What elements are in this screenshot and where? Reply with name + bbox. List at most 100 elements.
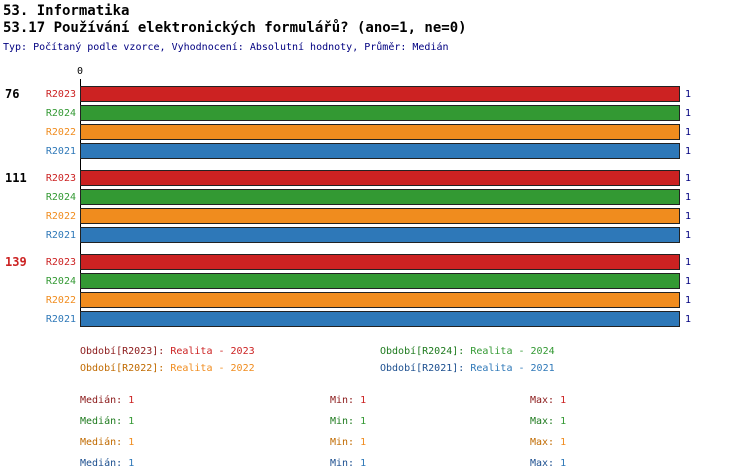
stat-label: Max: bbox=[530, 416, 555, 427]
stats-row: Medián: 1 Min: 1 Max: 1 bbox=[80, 453, 566, 474]
bar-row: R2021 1 bbox=[0, 311, 691, 327]
stat-label: Min: bbox=[330, 416, 355, 427]
bar bbox=[80, 170, 680, 186]
bar-row: 139 R2023 1 bbox=[0, 254, 691, 270]
bar-value-label: 1 bbox=[685, 145, 692, 157]
series-label: R2021 bbox=[45, 313, 76, 325]
bar-value-label: 1 bbox=[685, 294, 692, 306]
legend-value: Realita - 2022 bbox=[170, 363, 255, 374]
stat-value: 1 bbox=[560, 458, 567, 469]
stat-value: 1 bbox=[360, 416, 367, 427]
stats-block: Medián: 1 Min: 1 Max: 1 Medián: 1 Min: 1… bbox=[80, 390, 566, 474]
bar-track bbox=[80, 170, 680, 186]
legend-row: Období[R2023]: Realita - 2023 Období[R20… bbox=[80, 343, 555, 360]
series-label: R2024 bbox=[45, 191, 76, 203]
legend-item: Období[R2024]: Realita - 2024 bbox=[380, 346, 555, 357]
bar bbox=[80, 292, 680, 308]
stat-median: Medián: 1 bbox=[80, 416, 330, 427]
bar bbox=[80, 311, 680, 327]
stat-label: Max: bbox=[530, 437, 555, 448]
bar-track bbox=[80, 311, 680, 327]
stat-label: Max: bbox=[530, 395, 555, 406]
question-title: 53.17 Používání elektronických formulářů… bbox=[3, 20, 467, 36]
bar-value-label: 1 bbox=[685, 313, 692, 325]
bar-row: R2024 1 bbox=[0, 189, 691, 205]
stat-max: Max: 1 bbox=[530, 416, 566, 427]
bar bbox=[80, 86, 680, 102]
legend-value: Realita - 2024 bbox=[470, 346, 555, 357]
bar-track bbox=[80, 273, 680, 289]
bar-group: 111 R2023 1 R2024 1 R2022 1 R2021 bbox=[0, 170, 691, 243]
stat-label: Medián: bbox=[80, 416, 123, 427]
bar-row: 76 R2023 1 bbox=[0, 86, 691, 102]
bar-group: 76 R2023 1 R2024 1 R2022 1 R2021 bbox=[0, 86, 691, 159]
stat-label: Min: bbox=[330, 395, 355, 406]
legend-item: Období[R2023]: Realita - 2023 bbox=[80, 346, 380, 357]
chart-header: 53. Informatika 53.17 Používání elektron… bbox=[3, 3, 467, 55]
bar bbox=[80, 208, 680, 224]
section-title: 53. Informatika bbox=[3, 3, 130, 19]
bar-row: R2022 1 bbox=[0, 124, 691, 140]
series-label: R2024 bbox=[45, 275, 76, 287]
stat-value: 1 bbox=[128, 395, 135, 406]
stat-label: Medián: bbox=[80, 458, 123, 469]
stat-median: Medián: 1 bbox=[80, 458, 330, 469]
bar-track bbox=[80, 254, 680, 270]
stat-value: 1 bbox=[128, 458, 135, 469]
bar-row: R2021 1 bbox=[0, 227, 691, 243]
bar-row: R2022 1 bbox=[0, 208, 691, 224]
bar-group: 139 R2023 1 R2024 1 R2022 1 R2021 bbox=[0, 254, 691, 327]
plot-area: 76 R2023 1 R2024 1 R2022 1 R2021 bbox=[0, 86, 691, 338]
bar-value-label: 1 bbox=[685, 126, 692, 138]
bar-value-label: 1 bbox=[685, 275, 692, 287]
stat-label: Min: bbox=[330, 437, 355, 448]
stat-max: Max: 1 bbox=[530, 458, 566, 469]
legend: Období[R2023]: Realita - 2023 Období[R20… bbox=[80, 343, 555, 377]
series-label: R2022 bbox=[45, 210, 76, 222]
stat-median: Medián: 1 bbox=[80, 395, 330, 406]
bar-value-label: 1 bbox=[685, 256, 692, 268]
stat-value: 1 bbox=[360, 458, 367, 469]
group-count: 76 bbox=[5, 87, 20, 101]
series-label: R2021 bbox=[45, 145, 76, 157]
bar-value-label: 1 bbox=[685, 191, 692, 203]
stat-min: Min: 1 bbox=[330, 458, 530, 469]
stat-value: 1 bbox=[560, 416, 567, 427]
stat-min: Min: 1 bbox=[330, 395, 530, 406]
chart-meta: Typ: Počítaný podle vzorce, Vyhodnocení:… bbox=[3, 42, 449, 53]
stat-label: Min: bbox=[330, 458, 355, 469]
bar-track bbox=[80, 143, 680, 159]
bar-track bbox=[80, 189, 680, 205]
stat-label: Max: bbox=[530, 458, 555, 469]
stat-value: 1 bbox=[360, 437, 367, 448]
bar-track bbox=[80, 292, 680, 308]
bar-value-label: 1 bbox=[685, 88, 692, 100]
bar-track bbox=[80, 227, 680, 243]
bar bbox=[80, 105, 680, 121]
x-axis-tick-label: 0 bbox=[76, 66, 84, 77]
series-label: R2022 bbox=[45, 126, 76, 138]
stat-label: Medián: bbox=[80, 437, 123, 448]
stat-value: 1 bbox=[360, 395, 367, 406]
group-count: 111 bbox=[5, 171, 27, 185]
legend-value: Realita - 2021 bbox=[470, 363, 555, 374]
bar bbox=[80, 254, 680, 270]
bar-row: R2022 1 bbox=[0, 292, 691, 308]
series-label: R2023 bbox=[45, 172, 76, 184]
group-count: 139 bbox=[5, 255, 27, 269]
stat-max: Max: 1 bbox=[530, 437, 566, 448]
bar-value-label: 1 bbox=[685, 107, 692, 119]
legend-row: Období[R2022]: Realita - 2022 Období[R20… bbox=[80, 360, 555, 377]
stat-value: 1 bbox=[560, 395, 567, 406]
series-label: R2024 bbox=[45, 107, 76, 119]
legend-value: Realita - 2023 bbox=[170, 346, 255, 357]
bar-track bbox=[80, 86, 680, 102]
bar-row: R2024 1 bbox=[0, 105, 691, 121]
bar-value-label: 1 bbox=[685, 210, 692, 222]
series-label: R2021 bbox=[45, 229, 76, 241]
stat-value: 1 bbox=[128, 437, 135, 448]
bar-value-label: 1 bbox=[685, 229, 692, 241]
stat-value: 1 bbox=[128, 416, 135, 427]
bar-row: R2024 1 bbox=[0, 273, 691, 289]
